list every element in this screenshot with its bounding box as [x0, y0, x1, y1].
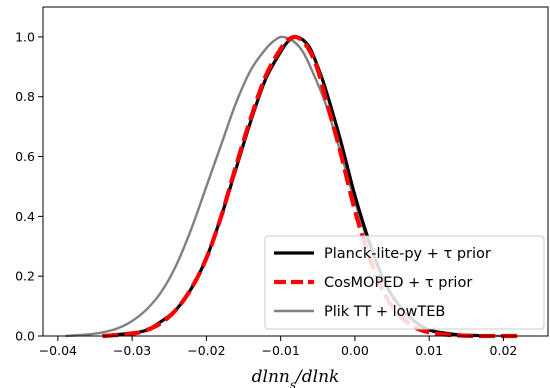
y-tick-label: 1.0 [15, 29, 35, 44]
y-tick-label: 0.0 [15, 329, 35, 344]
x-tick-label: −0.04 [39, 343, 77, 358]
series-line-1 [102, 34, 519, 339]
legend-label-2: Plik TT + lowTEB [324, 304, 445, 320]
x-tick-label: −0.01 [261, 343, 299, 358]
x-tick-label: 0.00 [341, 343, 369, 358]
y-tick-label: 0.8 [15, 89, 35, 104]
legend-label-0: Planck-lite-py + τ prior [324, 246, 491, 262]
x-tick-label: −0.03 [113, 343, 151, 358]
legend-label-1: CosMOPED + τ prior [324, 275, 472, 291]
x-tick-label: 0.01 [415, 343, 443, 358]
axes-frame [42, 6, 549, 337]
y-tick-label: 0.6 [15, 149, 35, 164]
tick-layer: −0.04 −0.03 −0.02 −0.01 0.00 0.01 0.02 0.0 0.2 0.… [15, 29, 517, 358]
legend: Planck-lite-py + τ prior CosMOPED + τ pri… [264, 235, 545, 330]
plot-frame [42, 6, 549, 337]
y-tick-label: 0.2 [15, 269, 35, 284]
legend-box [264, 235, 545, 330]
y-tick-label: 0.4 [15, 209, 35, 224]
x-axis-label: dlnns/dlnk [252, 367, 340, 388]
x-tick-label: 0.02 [490, 343, 518, 358]
x-tick-label: −0.02 [187, 343, 225, 358]
